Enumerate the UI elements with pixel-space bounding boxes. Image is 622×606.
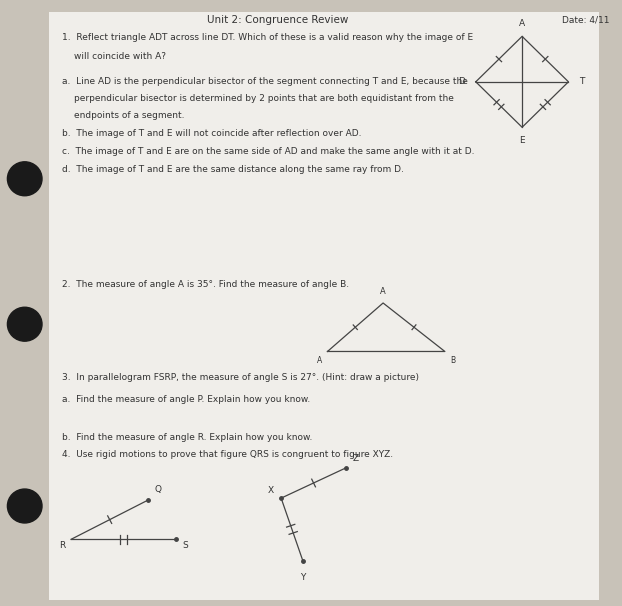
Text: a.  Line AD is the perpendicular bisector of the segment connecting T and E, bec: a. Line AD is the perpendicular bisector… (62, 77, 468, 86)
Circle shape (7, 162, 42, 196)
Text: Y: Y (300, 573, 305, 582)
Text: D: D (458, 78, 465, 86)
Text: a.  Find the measure of angle P. Explain how you know.: a. Find the measure of angle P. Explain … (62, 395, 310, 404)
Text: E: E (519, 136, 525, 145)
Text: Unit 2: Congruence Review: Unit 2: Congruence Review (207, 15, 349, 25)
Text: A: A (317, 356, 323, 365)
Text: will coincide with A?: will coincide with A? (74, 52, 166, 61)
Text: Z: Z (352, 454, 358, 463)
Text: d.  The image of T and E are the same distance along the same ray from D.: d. The image of T and E are the same dis… (62, 165, 404, 175)
Text: Date: 4/11: Date: 4/11 (562, 15, 610, 24)
Text: c.  The image of T and E are on the same side of AD and make the same angle with: c. The image of T and E are on the same … (62, 147, 475, 156)
Circle shape (7, 307, 42, 341)
Text: 4.  Use rigid motions to prove that figure QRS is congruent to figure XYZ.: 4. Use rigid motions to prove that figur… (62, 450, 393, 459)
Text: Q: Q (154, 485, 162, 494)
Text: b.  Find the measure of angle R. Explain how you know.: b. Find the measure of angle R. Explain … (62, 433, 312, 442)
Text: 2.  The measure of angle A is 35°. Find the measure of angle B.: 2. The measure of angle A is 35°. Find t… (62, 280, 349, 289)
FancyBboxPatch shape (49, 12, 600, 600)
Circle shape (7, 489, 42, 523)
Text: B: B (450, 356, 455, 365)
Text: S: S (182, 541, 188, 550)
Text: R: R (58, 541, 65, 550)
Text: A: A (380, 287, 386, 296)
Text: X: X (267, 486, 274, 495)
Text: A: A (519, 19, 525, 28)
Text: 1.  Reflect triangle ADT across line DT. Which of these is a valid reason why th: 1. Reflect triangle ADT across line DT. … (62, 33, 473, 42)
Text: b.  The image of T and E will not coincide after reflection over AD.: b. The image of T and E will not coincid… (62, 129, 361, 138)
Text: T: T (580, 78, 585, 86)
Text: endpoints of a segment.: endpoints of a segment. (74, 111, 185, 120)
Text: 3.  In parallelogram FSRP, the measure of angle S is 27°. (Hint: draw a picture): 3. In parallelogram FSRP, the measure of… (62, 373, 419, 382)
Text: perpendicular bisector is determined by 2 points that are both equidistant from : perpendicular bisector is determined by … (74, 94, 454, 103)
